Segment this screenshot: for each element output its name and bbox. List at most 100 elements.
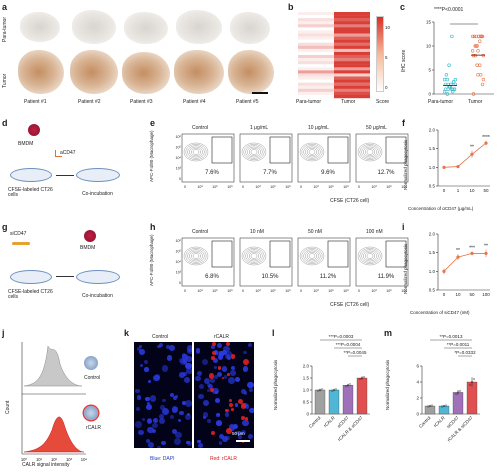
heatmap-cell-tumor <box>334 91 370 96</box>
tumor-row-label: Tumor <box>2 73 8 88</box>
flow-contour <box>359 248 381 264</box>
bar-point <box>330 389 334 392</box>
bar-point <box>334 388 338 391</box>
scatter-c-point <box>481 77 486 82</box>
scatter-c-point <box>476 49 480 53</box>
dapi-nucleus <box>195 375 201 381</box>
tumor-tissue-3 <box>122 52 170 94</box>
dapi-nucleus <box>242 419 249 427</box>
heatmap-cell-tumor <box>334 58 370 62</box>
flow-contour <box>183 246 209 266</box>
dapi-nucleus <box>213 365 218 370</box>
dapi-nucleus <box>198 393 204 400</box>
bar-point <box>442 404 446 408</box>
scatter-c-ytick-label: 15 <box>426 20 432 25</box>
flow-contour <box>305 250 319 262</box>
heatmap-cell-tumor <box>334 70 370 74</box>
panel-c-xlabel-tumor: Tumor <box>468 99 483 105</box>
heatmap-cell-para <box>298 58 334 62</box>
flow-contour <box>185 144 207 160</box>
dapi-nucleus <box>218 441 223 445</box>
flow-contour <box>361 249 379 263</box>
heatmap-cell-tumor <box>334 45 370 50</box>
fluorescence-control <box>134 342 192 448</box>
bar-point <box>318 388 322 392</box>
line-point <box>484 251 488 256</box>
flow-ytick-label: 10³ <box>176 271 182 275</box>
scatter-c-point <box>470 49 475 53</box>
para-tumor-tissue-5 <box>230 12 270 44</box>
flow-contour <box>363 250 377 262</box>
dapi-nucleus <box>153 418 159 424</box>
panel-c-xlabel-para: Para-tumor <box>428 99 454 105</box>
dapi-nucleus <box>177 419 181 423</box>
bar-stat-label: *P=0.0332 <box>454 350 476 355</box>
scatter-c-point <box>445 77 449 82</box>
rcalr-signal <box>230 354 235 359</box>
flow-xtick-label: 10⁵ <box>270 185 276 189</box>
dapi-nucleus <box>147 379 151 383</box>
rcalr-signal <box>244 417 249 421</box>
flow-gate <box>269 136 291 164</box>
flow-contour <box>357 142 383 162</box>
flow-xtick-label: 10³ <box>197 289 203 293</box>
flow-contour <box>363 146 377 158</box>
line-ytick-label: 2.0 <box>429 128 436 133</box>
tumor-tissue-2 <box>70 50 118 94</box>
dapi-nucleus <box>162 365 169 372</box>
bar <box>356 377 368 415</box>
control-cell-icon <box>84 356 98 370</box>
ct26-dish-g <box>10 270 52 284</box>
bar-point <box>430 404 434 407</box>
dapi-nucleus <box>215 420 222 426</box>
heatmap-cell-para <box>298 73 334 77</box>
panel-f-xlabel: Concentration of αCD47 (μg/mL) <box>408 206 474 211</box>
legend-rcalr: rCALR <box>86 425 102 431</box>
line-xtick-label: 50 <box>483 188 489 193</box>
flow-ytick-label: 10³ <box>176 167 182 171</box>
dapi-nucleus <box>186 440 191 445</box>
bar-ytick-label: 6 <box>416 364 419 369</box>
scatter-c-point <box>470 34 475 39</box>
bar-point <box>458 389 462 393</box>
bmdm-icon <box>28 124 40 136</box>
flow-contour <box>366 149 374 155</box>
bar-stat-label: ***P=0.0003 <box>329 334 354 339</box>
dapi-nucleus <box>213 375 218 380</box>
panel-e-xlabel: CFSE (CT26 cell) <box>330 198 370 204</box>
dapi-nucleus <box>222 350 228 355</box>
bmdm-label-d: BMDM <box>18 141 34 147</box>
rcalr-signal <box>211 350 217 356</box>
cfse-label-d: CFSE-labeled CT26 cells <box>8 187 53 198</box>
dapi-nucleus <box>172 395 178 401</box>
dapi-nucleus <box>221 436 228 442</box>
heatmap-cell-para <box>298 55 334 59</box>
flow-xtick-label: 10³ <box>313 185 319 189</box>
rcalr-signal <box>225 409 229 413</box>
scatter-c-point <box>471 92 476 96</box>
bar-stat-label: **P=0.0011 <box>447 342 470 347</box>
heatmap-cell-tumor <box>334 33 370 37</box>
heatmap-cell-para <box>298 70 334 74</box>
bar-ytick-label: 2 <box>416 396 419 401</box>
heatmap-cell-para <box>298 15 334 19</box>
dapi-nucleus <box>234 430 239 434</box>
flow-contour <box>192 149 200 155</box>
dapi-nucleus <box>174 431 182 439</box>
dapi-nucleus <box>185 399 192 407</box>
bar-ytick-label: 0 <box>416 412 419 417</box>
dapi-nucleus <box>139 363 143 368</box>
heatmap-cell-para <box>298 64 334 68</box>
fluorescence-scale-label: 50 μm <box>232 431 245 436</box>
heatmap-x-label-para: Para-tumor <box>296 99 322 105</box>
dapi-nucleus <box>185 362 192 370</box>
rcalr-signal <box>241 441 244 444</box>
heatmap-cell-tumor <box>334 30 370 34</box>
bar-point <box>316 389 320 392</box>
panel-i-xlabel: Concentration of siCD47 (nM) <box>410 310 470 315</box>
flow-contour-plot: 7.6% 10⁶ 10⁵ 10⁴ 10³ 00 10³ 10⁵ 10⁶ <box>175 133 235 189</box>
rcalr-signal <box>240 403 247 410</box>
flow-contour <box>357 246 383 266</box>
line-series <box>443 253 486 272</box>
rcalr-signal <box>238 399 244 405</box>
